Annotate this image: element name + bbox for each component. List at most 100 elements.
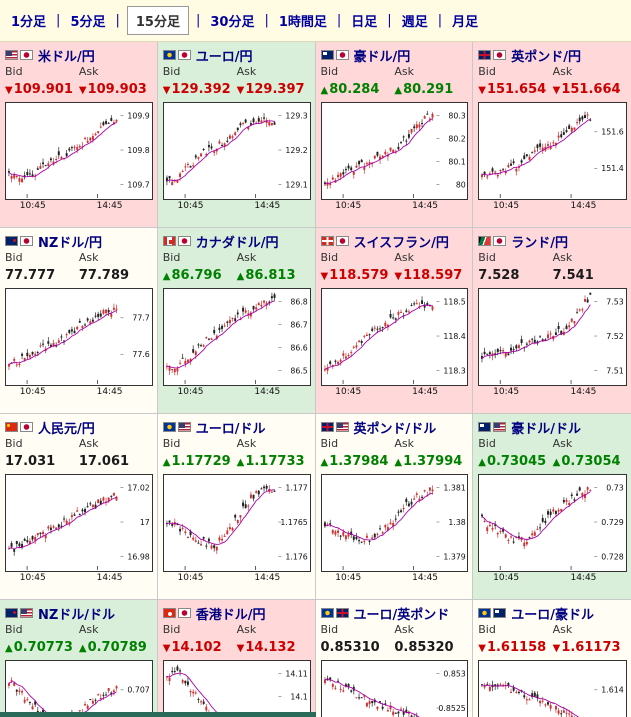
timeframe-tab[interactable]: 日足 [351, 15, 378, 30]
pair-header[interactable]: ユーロ/ドル [162, 417, 311, 437]
bid-ask-values: 7.528 7.541 [478, 266, 627, 285]
bid-value: ▲ 0.70773 [5, 640, 79, 655]
chart-canvas: 0.7070.706 [7, 677, 150, 717]
candlestick-chart: 77.7 77.6 10:45 14:45 [5, 288, 153, 399]
timeframe-tab[interactable]: 15分足 [126, 6, 189, 35]
pair-name: ユーロ/英ポンド [353, 607, 450, 623]
time-axis: 10:45 14:45 [478, 572, 627, 585]
pair-name: 豪ドル/ドル [511, 421, 581, 437]
time-label: 14:45 [254, 201, 281, 211]
ask-value: 7.541 [553, 268, 627, 283]
au-flag-icon [478, 422, 492, 432]
au-flag-icon [493, 608, 507, 618]
pair-header[interactable]: 英ポンド/ドル [320, 417, 469, 437]
pair-header[interactable]: NZドル/ドル [5, 603, 153, 623]
pair-header[interactable]: 豪ドル/ドル [478, 417, 627, 437]
bid-ask-labels: Bid Ask [478, 623, 627, 638]
bid-label: Bid [5, 623, 23, 636]
up-arrow-icon: ▲ [162, 457, 171, 468]
time-label: 10:45 [19, 387, 46, 397]
timeframe-tab[interactable]: 1分足 [11, 15, 47, 30]
chart-canvas: 7.53 7.52 7.51 [481, 292, 625, 384]
rates-grid: 米ドル/円 Bid Ask ▼ 109.901 ▼ 109.903 109.9 109… [0, 42, 631, 717]
bid-ask-labels: Bid Ask [478, 65, 627, 80]
price-tick-label: 1.1765 [280, 518, 307, 527]
bid-value: ▲ 80.284 [321, 82, 395, 97]
pair-header[interactable]: 豪ドル/円 [320, 45, 469, 65]
bid-label: Bid [320, 65, 339, 78]
uk-flag-icon [478, 50, 492, 60]
time-label: 14:45 [254, 387, 281, 397]
timeframe-tab[interactable]: 週足 [401, 15, 428, 30]
pair-header[interactable]: 米ドル/円 [5, 45, 153, 65]
currency-panel: 豪ドル/円 Bid Ask ▲ 80.284 ▲ 80.291 80.3 80.2 80… [315, 42, 474, 228]
timeframe-tab[interactable]: 月足 [452, 15, 479, 30]
time-label: 10:45 [335, 387, 362, 397]
tab-separator: | [115, 13, 120, 28]
timeframe-tab[interactable]: 1時間足 [278, 15, 327, 30]
ask-label: Ask [78, 251, 99, 264]
moving-average-line [8, 310, 117, 365]
pair-header[interactable]: ユーロ/英ポンド [320, 603, 469, 623]
bid-ask-labels: Bid Ask [163, 623, 311, 638]
jp-flag-icon [493, 236, 507, 246]
ca-flag-icon [162, 236, 176, 246]
pair-name: ユーロ/豪ドル [511, 607, 594, 623]
bid-ask-values: 0.85310 0.85320 [321, 638, 469, 657]
ask-label: Ask [394, 623, 415, 636]
price-value: 1.17733 [245, 454, 305, 469]
bid-ask-labels: Bid Ask [163, 251, 311, 266]
time-label: 10:45 [177, 387, 204, 397]
bid-value: 17.031 [5, 454, 79, 469]
footer-bar [0, 712, 316, 717]
moving-average-line [324, 492, 433, 541]
pair-header[interactable]: 英ポンド/円 [478, 45, 627, 65]
candlestick-chart: 151.6 151.4 10:45 14:45 [478, 102, 627, 213]
us-flag-icon [493, 422, 507, 432]
price-value: 86.813 [245, 268, 296, 283]
candlestick-chart: 1.6141.612 10:45 14:45 [478, 660, 627, 717]
pair-header[interactable]: スイスフラン/円 [320, 231, 469, 251]
time-axis: 10:45 14:45 [321, 200, 469, 213]
ask-label: Ask [236, 251, 257, 264]
pair-header[interactable]: NZドル/円 [5, 231, 153, 251]
bid-ask-labels: Bid Ask [321, 437, 469, 452]
price-value: 1.37984 [329, 454, 389, 469]
time-label: 10:45 [19, 573, 46, 583]
uk-flag-icon [320, 422, 334, 432]
eu-flag-icon [162, 422, 176, 432]
bid-ask-values: ▲ 1.37984 ▲ 1.37994 [321, 452, 469, 471]
time-axis: 10:45 14:45 [163, 572, 311, 585]
time-axis: 10:45 14:45 [321, 572, 469, 585]
time-label: 14:45 [412, 387, 439, 397]
pair-header[interactable]: ユーロ/豪ドル [478, 603, 627, 623]
tab-separator: | [56, 13, 61, 28]
pair-header[interactable]: 香港ドル/円 [162, 603, 311, 623]
price-value: 17.061 [78, 454, 130, 469]
timeframe-tab[interactable]: 5分足 [70, 15, 106, 30]
candlestick-chart: 1.381 1.38 1.379 10:45 14:45 [320, 474, 469, 585]
price-tick-label: 80.2 [448, 134, 465, 143]
nz-flag-icon [5, 236, 18, 246]
chart-canvas-box: 118.5 118.4 118.3 [320, 288, 469, 386]
chart-canvas: 129.3 129.2 129.1 [165, 111, 308, 198]
bid-ask-values: ▲ 80.284 ▲ 80.291 [321, 80, 469, 99]
currency-panel: ユーロ/英ポンド Bid Ask 0.85310 0.85320 0.853 0.… [315, 600, 474, 717]
price-value: 118.579 [329, 268, 389, 283]
timeframe-tabs: 1分足 | 5分足 | 15分足 | 30分足 | 1時間足 | 日足 | 週足 | 月足 [0, 0, 631, 42]
price-value: 0.70789 [87, 640, 147, 655]
price-tick-label: 7.51 [607, 366, 625, 375]
timeframe-tab[interactable]: 30分足 [210, 15, 255, 30]
pair-header[interactable]: ランド/円 [478, 231, 627, 251]
moving-average-line [324, 304, 433, 370]
eu-flag-icon [162, 50, 176, 60]
price-tick-label: 109.9 [127, 111, 149, 120]
pair-header[interactable]: ユーロ/円 [162, 45, 311, 65]
price-value: 1.17729 [171, 454, 231, 469]
bid-label: Bid [320, 251, 339, 264]
bid-ask-labels: Bid Ask [5, 251, 153, 266]
pair-header[interactable]: 人民元/円 [5, 417, 153, 437]
pair-header[interactable]: カナダドル/円 [162, 231, 311, 251]
time-label: 14:45 [570, 387, 597, 397]
